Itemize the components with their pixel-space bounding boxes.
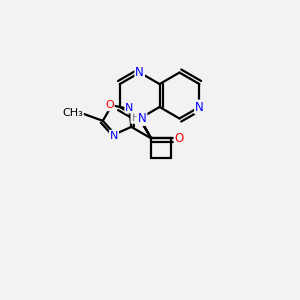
Text: O: O [175,132,184,145]
Text: CH₃: CH₃ [62,108,83,118]
Text: N: N [135,66,144,79]
Text: N: N [195,100,204,113]
Text: N: N [110,131,118,141]
Text: H: H [131,113,140,123]
Text: N: N [125,103,134,112]
Text: N: N [138,112,146,125]
Text: O: O [105,100,114,110]
